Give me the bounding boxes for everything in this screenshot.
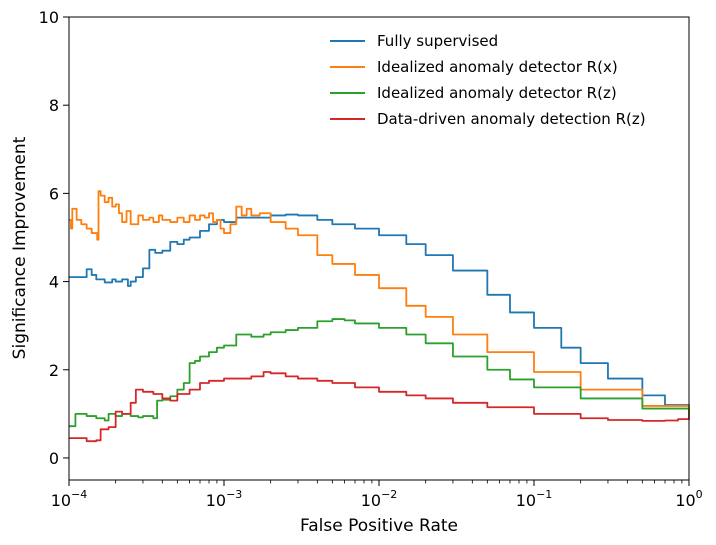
y-tick-label: 6 [49,184,59,203]
legend: Fully supervised Idealized anomaly detect… [330,32,646,128]
series-group [69,190,690,443]
plot-background [69,17,689,480]
x-axis: 10−4 10−3 10−2 10−1 100 [51,480,703,510]
series-line-4 [69,371,690,443]
y-tick-label: 8 [49,96,59,115]
legend-entry-label: Idealized anomaly detector R(z) [377,84,617,102]
x-axis-label: False Positive Rate [300,516,458,536]
y-tick-label: 0 [49,449,59,468]
x-tick-label: 100 [675,488,702,510]
y-tick-label: 2 [49,361,59,380]
y-axis: 0 2 4 6 8 10 [39,8,69,468]
legend-entry-label: Data-driven anomaly detection R(z) [377,110,646,128]
legend-entry-label: Idealized anomaly detector R(x) [377,58,618,76]
y-tick-label: 4 [49,273,59,292]
x-tick-label: 10−2 [361,488,398,510]
x-tick-label: 10−4 [51,488,88,510]
x-tick-label: 10−3 [206,488,243,510]
y-tick-label: 10 [39,8,59,27]
y-axis-label: Significance Improvement [10,136,30,359]
legend-entry-label: Fully supervised [377,32,498,50]
series-line-3 [69,318,690,428]
series-line-2 [69,190,690,414]
x-tick-label: 10−1 [516,488,553,510]
